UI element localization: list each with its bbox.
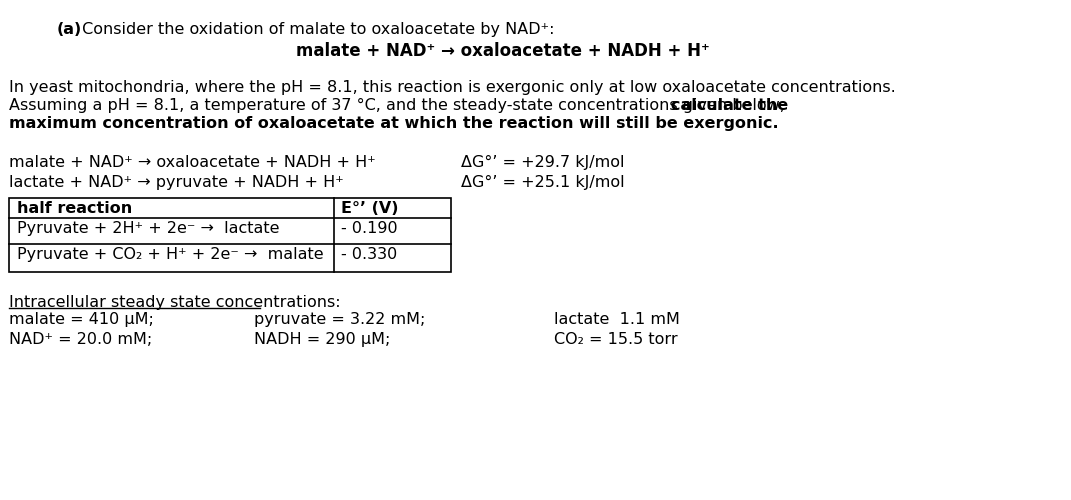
- Text: (a): (a): [57, 22, 81, 37]
- Text: Intracellular steady state concentrations:: Intracellular steady state concentration…: [10, 295, 341, 310]
- Text: - 0.330: - 0.330: [342, 247, 397, 262]
- Text: malate + NAD⁺ → oxaloacetate + NADH + H⁺: malate + NAD⁺ → oxaloacetate + NADH + H⁺: [10, 155, 376, 170]
- Text: NAD⁺ = 20.0 mM;: NAD⁺ = 20.0 mM;: [10, 332, 153, 347]
- Text: E°’ (V): E°’ (V): [342, 201, 398, 216]
- Text: Pyruvate + CO₂ + H⁺ + 2e⁻ →  malate: Pyruvate + CO₂ + H⁺ + 2e⁻ → malate: [17, 247, 323, 262]
- Text: maximum concentration of oxaloacetate at which the reaction will still be exergo: maximum concentration of oxaloacetate at…: [10, 116, 779, 131]
- Text: ΔG°’ = +25.1 kJ/mol: ΔG°’ = +25.1 kJ/mol: [461, 175, 624, 190]
- Text: lactate + NAD⁺ → pyruvate + NADH + H⁺: lactate + NAD⁺ → pyruvate + NADH + H⁺: [10, 175, 344, 190]
- Text: calculate the: calculate the: [672, 98, 788, 113]
- Text: malate + NAD⁺ → oxaloacetate + NADH + H⁺: malate + NAD⁺ → oxaloacetate + NADH + H⁺: [296, 42, 710, 60]
- Text: malate = 410 μM;: malate = 410 μM;: [10, 312, 154, 327]
- Text: Consider the oxidation of malate to oxaloacetate by NAD⁺:: Consider the oxidation of malate to oxal…: [77, 22, 555, 37]
- Text: half reaction: half reaction: [17, 201, 132, 216]
- Text: lactate  1.1 mM: lactate 1.1 mM: [555, 312, 680, 327]
- Text: - 0.190: - 0.190: [342, 221, 397, 236]
- Bar: [10, 198, 451, 272]
- Text: Pyruvate + 2H⁺ + 2e⁻ →  lactate: Pyruvate + 2H⁺ + 2e⁻ → lactate: [17, 221, 280, 236]
- Text: Assuming a pH = 8.1, a temperature of 37 °C, and the steady-state concentrations: Assuming a pH = 8.1, a temperature of 37…: [10, 98, 790, 113]
- Text: ΔG°’ = +29.7 kJ/mol: ΔG°’ = +29.7 kJ/mol: [461, 155, 624, 170]
- Text: NADH = 290 μM;: NADH = 290 μM;: [254, 332, 390, 347]
- Text: pyruvate = 3.22 mM;: pyruvate = 3.22 mM;: [254, 312, 425, 327]
- Text: CO₂ = 15.5 torr: CO₂ = 15.5 torr: [555, 332, 678, 347]
- Text: In yeast mitochondria, where the pH = 8.1, this reaction is exergonic only at lo: In yeast mitochondria, where the pH = 8.…: [10, 80, 896, 95]
